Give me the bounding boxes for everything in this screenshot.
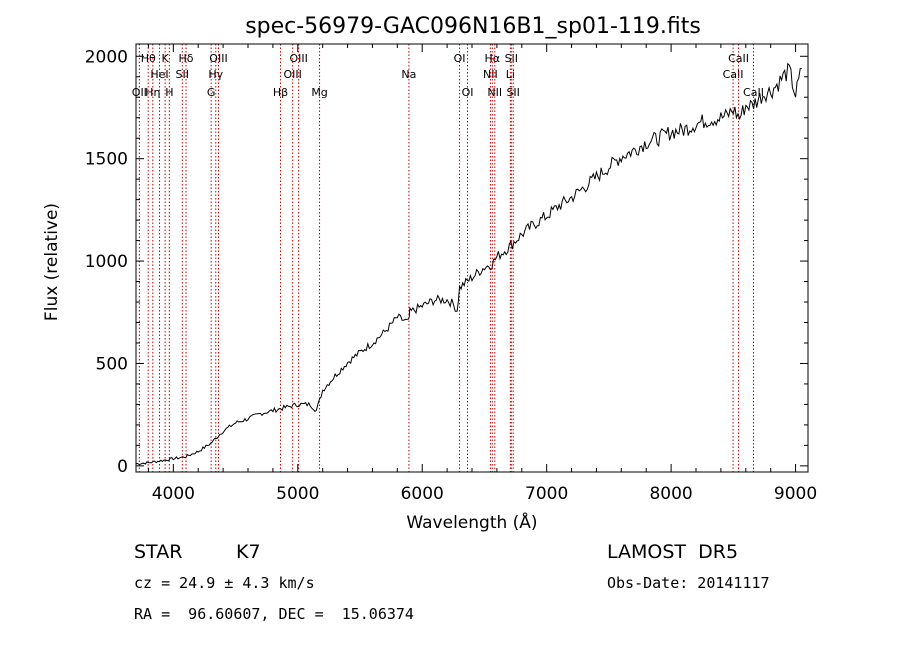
line-marker-label: Hγ: [208, 68, 223, 81]
spectral-line-markers: OIIHθHηHeIKHSIIHδGHγOIIIHβOIIIOIIIMgNaOI…: [132, 44, 764, 472]
x-axis-label: Wavelength (Å): [406, 511, 537, 533]
line-marker-label: OI: [462, 86, 474, 99]
line-marker-label: G: [207, 86, 216, 99]
line-marker-label: Hβ: [273, 86, 288, 99]
x-tick-label: 4000: [152, 484, 195, 504]
line-marker-label: OI: [454, 52, 466, 65]
y-tick-label: 1000: [85, 252, 128, 272]
axes: 4000 5000 6000 7000 8000 9000 0 500 1000 1500 2000: [85, 44, 817, 504]
line-marker-label: SII: [505, 52, 518, 65]
line-marker-label: OIII: [283, 68, 301, 81]
line-marker-label: SII: [506, 86, 519, 99]
object-class: STAR: [134, 541, 183, 563]
line-marker-label: Hα: [485, 52, 501, 65]
line-marker-label: SII: [176, 68, 189, 81]
x-tick-label: 7000: [525, 484, 568, 504]
obs-date: Obs-Date: 20141117: [607, 574, 770, 592]
y-tick-label: 500: [96, 354, 128, 374]
survey-name: LAMOST DR5: [607, 541, 739, 563]
y-tick-label: 0: [117, 457, 128, 477]
line-marker-label: NII: [483, 68, 498, 81]
line-marker-label: NII: [487, 86, 502, 99]
line-marker-label: H: [165, 86, 173, 99]
redshift-text: cz = 24.9 ± 4.3 km/s: [134, 574, 315, 592]
spectrum-line: [135, 62, 802, 466]
line-marker-label: Hη: [145, 86, 160, 99]
y-axis-label: Flux (relative): [42, 203, 62, 321]
line-marker-label: Mg: [311, 86, 327, 99]
line-marker-label: CaII: [723, 68, 744, 81]
chart-title: spec-56979-GAC096N16B1_sp01-119.fits: [245, 14, 701, 39]
plot-frame: [135, 43, 809, 473]
y-tick-label: 2000: [85, 47, 128, 67]
line-marker-label: Hδ: [179, 52, 194, 65]
line-marker-label: CaII: [728, 52, 749, 65]
object-subclass: K7: [236, 541, 261, 563]
coordinates: RA = 96.60607, DEC = 15.06374: [134, 605, 414, 623]
x-tick-label: 5000: [276, 484, 319, 504]
line-marker-label: OIII: [209, 52, 227, 65]
line-marker-label: OIII: [289, 52, 307, 65]
y-tick-label: 1500: [85, 150, 128, 170]
spectrum-series: [135, 62, 802, 466]
line-marker-label: Li: [506, 68, 515, 81]
line-marker-label: K: [162, 52, 170, 65]
line-marker-label: Na: [401, 68, 416, 81]
line-marker-label: Hθ: [141, 52, 156, 65]
x-tick-label: 6000: [401, 484, 444, 504]
x-tick-label: 8000: [649, 484, 692, 504]
line-marker-label: HeI: [150, 68, 168, 81]
x-tick-label: 9000: [774, 484, 817, 504]
